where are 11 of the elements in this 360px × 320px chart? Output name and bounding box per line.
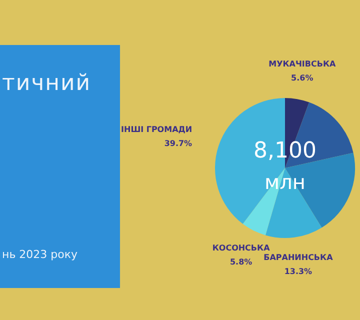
data-label: 5.8% bbox=[230, 258, 252, 267]
slice-label: КОСОНСЬКА bbox=[212, 244, 271, 253]
data-label: 5.6% bbox=[291, 74, 314, 83]
slice-label: МУКАЧІВСЬКА bbox=[268, 60, 337, 69]
data-label: 13.3% bbox=[284, 267, 312, 276]
text-panel: тичний нь 2023 року bbox=[0, 45, 120, 288]
data-label: 39.7% bbox=[164, 138, 192, 148]
text: млн bbox=[264, 170, 306, 194]
slice-label: БАРАНИНСЬКА bbox=[264, 253, 334, 262]
slice-label: ІНШІ ГРОМАДИ bbox=[121, 124, 192, 134]
text: 8,100 bbox=[254, 138, 316, 164]
